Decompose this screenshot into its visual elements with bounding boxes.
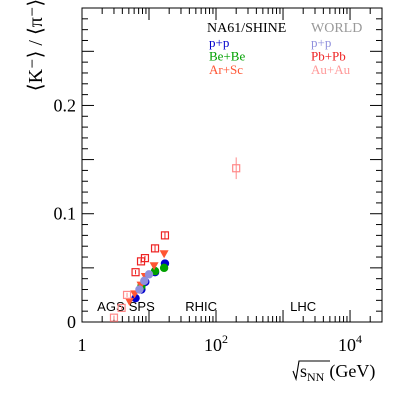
legend-entry: Pb+Pb [311, 49, 346, 64]
data-point-triangle [159, 250, 169, 259]
data-point-square [140, 254, 150, 263]
x-tick-label-exponent: 4 [356, 332, 362, 346]
x-axis-label-subscript: NN [307, 370, 325, 384]
region-label: SPS [129, 299, 155, 314]
sqrt-sign [292, 360, 330, 382]
data-point-square [131, 268, 140, 277]
data-point-square [232, 164, 241, 173]
y-tick-label: 0 [67, 312, 76, 332]
x-tick-label: 102 [204, 332, 228, 355]
x-tick-label-base: 10 [338, 335, 356, 355]
data-point-triangle [149, 262, 159, 271]
legend-entry: Ar+Sc [209, 62, 243, 77]
legend-entry: Au+Au [311, 62, 351, 77]
x-tick-label: 1 [78, 335, 87, 355]
data-point-circle [135, 285, 144, 294]
x-tick-label-base: 1 [78, 335, 87, 355]
axis-labels: ⟨K⁻⟩ / ⟨π⁻⟩ sNN (GeV) [25, 0, 375, 384]
y-tick-label: 0.2 [54, 95, 77, 115]
x-axis-label-unit: (GeV) [329, 361, 375, 382]
legend-title-world: WORLD [311, 21, 362, 36]
data-point-circle [144, 270, 154, 279]
data-point-circle [159, 263, 169, 273]
data-point-square [150, 244, 160, 253]
data-points [109, 157, 241, 322]
x-tick-label: 104 [338, 332, 362, 355]
x-axis-label-root: s [300, 361, 307, 381]
legend: NA61/SHINE WORLDp+pBe+BeAr+Scp+pPb+PbAu+A… [207, 21, 362, 77]
data-point-square [109, 313, 119, 322]
plot-border [81, 7, 383, 323]
region-label: LHC [290, 299, 316, 314]
legend-entry: p+p [209, 35, 229, 50]
plot-frame [81, 7, 383, 323]
data-point-square [160, 231, 170, 240]
data-point-square [122, 290, 132, 300]
y-tick-label: 0.1 [54, 204, 77, 224]
data-point-triangle [124, 297, 134, 306]
x-axis-label: sNN (GeV) [300, 361, 375, 384]
y-axis-label: ⟨K⁻⟩ / ⟨π⁻⟩ [25, 0, 47, 91]
region-label: RHIC [185, 299, 217, 314]
legend-entry: Be+Be [209, 49, 245, 64]
data-point-circle [140, 276, 149, 286]
data-point-square [117, 303, 126, 313]
legend-entry: p+p [311, 35, 331, 50]
legend-title-na61: NA61/SHINE [207, 21, 286, 36]
x-tick-label-base: 10 [204, 335, 222, 355]
x-tick-label-exponent: 2 [222, 332, 228, 346]
